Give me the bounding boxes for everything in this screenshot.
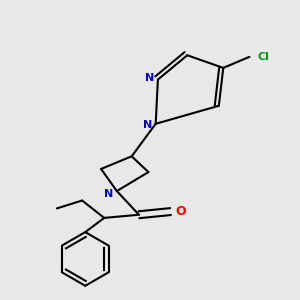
Text: N: N [104,189,114,199]
Text: N: N [146,73,154,83]
Text: Cl: Cl [257,52,269,62]
Text: N: N [143,120,152,130]
Text: O: O [175,205,186,218]
